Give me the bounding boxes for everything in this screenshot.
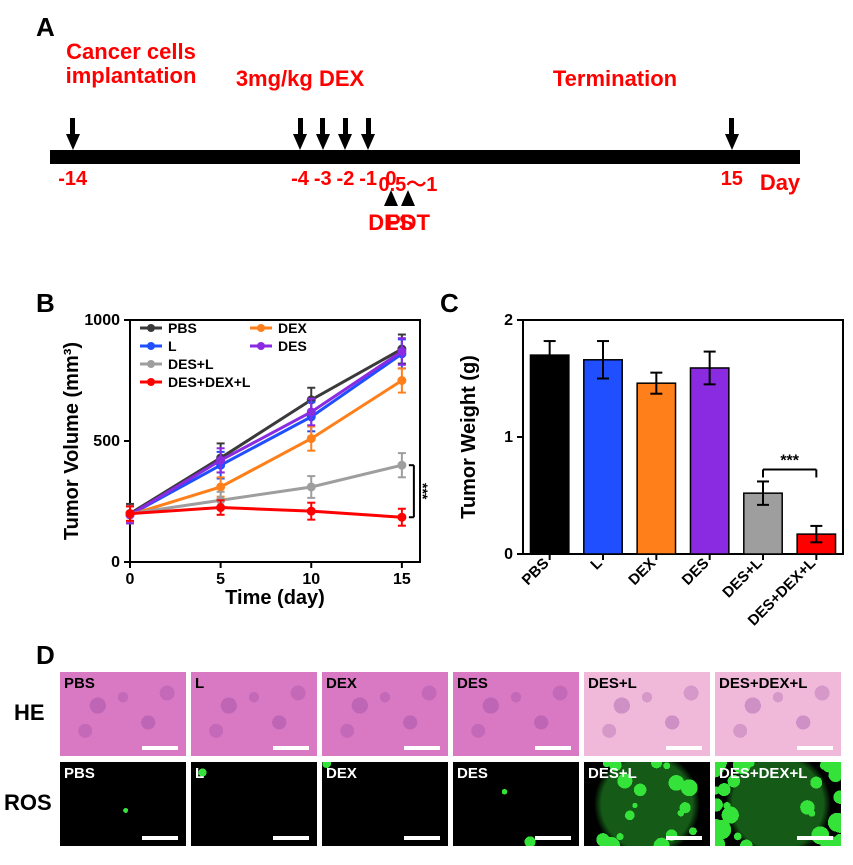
svg-text:Time (day): Time (day)	[225, 587, 325, 609]
ros-tile: L	[191, 762, 317, 846]
timeline-below-label: PDT	[373, 210, 443, 236]
svg-text:***: ***	[415, 483, 430, 500]
tile-label: PBS	[64, 675, 95, 692]
ros-tile: DEX	[322, 762, 448, 846]
panel-d-he-row: PBS L DEX DES DES+L DES+DEX+L	[60, 672, 841, 756]
scale-bar	[666, 836, 702, 840]
svg-text:Tumor Weight (g): Tumor Weight (g)	[458, 355, 480, 519]
timeline-bar	[50, 150, 800, 164]
scale-bar	[142, 746, 178, 750]
svg-text:0: 0	[111, 554, 120, 571]
svg-text:500: 500	[93, 433, 120, 450]
tile-label: DES+DEX+L	[719, 675, 807, 692]
scale-bar	[797, 836, 833, 840]
panel-d-ros-row: PBS L DEX DES DES+L DES+DEX+L	[60, 762, 841, 846]
timeline-arrow-up	[401, 190, 415, 206]
scale-bar	[273, 836, 309, 840]
panel-a: Cancer cells implantation 3mg/kg DEX Ter…	[0, 40, 853, 270]
ros-tile: DES+DEX+L	[715, 762, 841, 846]
svg-text:1: 1	[504, 429, 513, 446]
svg-text:DES+L: DES+L	[719, 555, 766, 602]
timeline-arrow-head	[338, 134, 352, 150]
timeline-arrow-head	[66, 134, 80, 150]
he-tile: DES	[453, 672, 579, 756]
tile-label: DES+L	[588, 765, 637, 782]
scale-bar	[535, 746, 571, 750]
panel-c-chart: 012Tumor Weight (g)PBSLDEXDESDES+LDES+DE…	[455, 310, 853, 650]
ros-tile: DES	[453, 762, 579, 846]
scale-bar	[666, 746, 702, 750]
scale-bar	[273, 746, 309, 750]
row-caption-ros: ROS	[4, 790, 52, 816]
he-tile: DES+DEX+L	[715, 672, 841, 756]
tile-label: DEX	[326, 765, 357, 782]
panel-b-chart: 0 5 10 15 0 500 1000 Time (day) Tumor Volume (mm…	[60, 310, 430, 610]
scale-bar	[404, 746, 440, 750]
timeline-arrow-head	[725, 134, 739, 150]
tile-label: DEX	[326, 675, 357, 692]
svg-text:PBS: PBS	[168, 320, 197, 336]
panel-b-letter: B	[36, 288, 55, 319]
timeline-arrow-head	[316, 134, 330, 150]
he-tile: L	[191, 672, 317, 756]
label-termination: Termination	[535, 66, 695, 92]
svg-text:0: 0	[126, 571, 135, 588]
svg-text:***: ***	[780, 452, 799, 469]
svg-text:Tumor Volume (mm³): Tumor Volume (mm³)	[61, 342, 83, 540]
ros-tile: PBS	[60, 762, 186, 846]
he-tile: PBS	[60, 672, 186, 756]
timeline-tick-label: 15	[697, 168, 767, 191]
ros-tile: DES+L	[584, 762, 710, 846]
svg-text:0: 0	[504, 546, 513, 563]
svg-text:PBS: PBS	[519, 555, 553, 589]
he-tile: DES+L	[584, 672, 710, 756]
tile-label: DES+L	[588, 675, 637, 692]
panel-a-letter: A	[36, 12, 55, 43]
panel-d-letter: D	[36, 640, 55, 671]
he-tile: DEX	[322, 672, 448, 756]
svg-text:2: 2	[504, 312, 513, 329]
scale-bar	[535, 836, 571, 840]
tile-label: L	[195, 765, 204, 782]
tile-label: L	[195, 675, 204, 692]
svg-text:DES: DES	[278, 338, 307, 354]
svg-text:15: 15	[393, 571, 411, 588]
svg-text:5: 5	[216, 571, 225, 588]
tile-label: PBS	[64, 765, 95, 782]
scale-bar	[404, 836, 440, 840]
timeline-arrow-head	[293, 134, 307, 150]
svg-text:1000: 1000	[84, 312, 120, 329]
row-caption-he: HE	[14, 700, 45, 726]
label-implantation: Cancer cells implantation	[46, 40, 216, 88]
tile-label: DES	[457, 765, 488, 782]
timeline-tick-label: -14	[38, 168, 108, 191]
svg-text:DEX: DEX	[625, 555, 659, 589]
svg-text:L: L	[168, 338, 177, 354]
timeline-arrow-head	[361, 134, 375, 150]
scale-bar	[797, 746, 833, 750]
tile-label: DES	[457, 675, 488, 692]
svg-text:DES+DEX+L: DES+DEX+L	[168, 374, 251, 390]
tile-label: DES+DEX+L	[719, 765, 807, 782]
label-dex-dose: 3mg/kg DEX	[220, 66, 380, 92]
scale-bar	[142, 836, 178, 840]
svg-text:10: 10	[302, 571, 320, 588]
svg-text:DEX: DEX	[278, 320, 307, 336]
svg-text:DES: DES	[679, 555, 713, 589]
svg-text:DES+L: DES+L	[168, 356, 214, 372]
